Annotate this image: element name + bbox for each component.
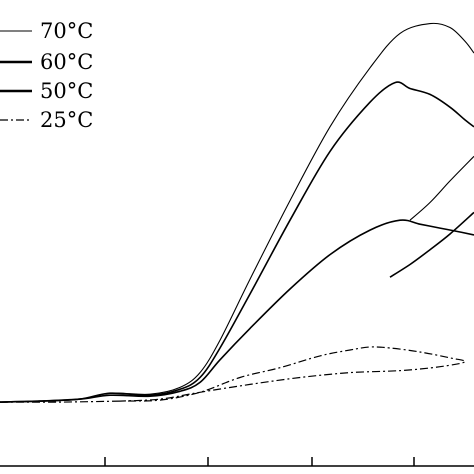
chart-legend: 70°C 60°C 50°C 25°C (0, 19, 93, 132)
series-line-50c (0, 219, 474, 403)
plot-area (0, 22, 474, 467)
legend-label-25c: 25°C (40, 108, 93, 132)
series-line-60c-branch (389, 211, 474, 278)
legend-label-50c: 50°C (40, 79, 93, 103)
series-line-60c (0, 81, 474, 403)
legend-label-70c: 70°C (40, 19, 93, 43)
legend-entry-70c: 70°C (0, 19, 93, 43)
legend-entry-50c: 50°C (0, 79, 93, 103)
series-line-25c (0, 346, 466, 403)
series-curves (0, 22, 474, 403)
legend-label-60c: 60°C (40, 50, 93, 74)
legend-entry-25c: 25°C (0, 108, 93, 132)
x-axis-ticks (104, 457, 415, 466)
legend-entry-60c: 60°C (0, 50, 93, 74)
series-line-70c-branch (409, 155, 474, 221)
